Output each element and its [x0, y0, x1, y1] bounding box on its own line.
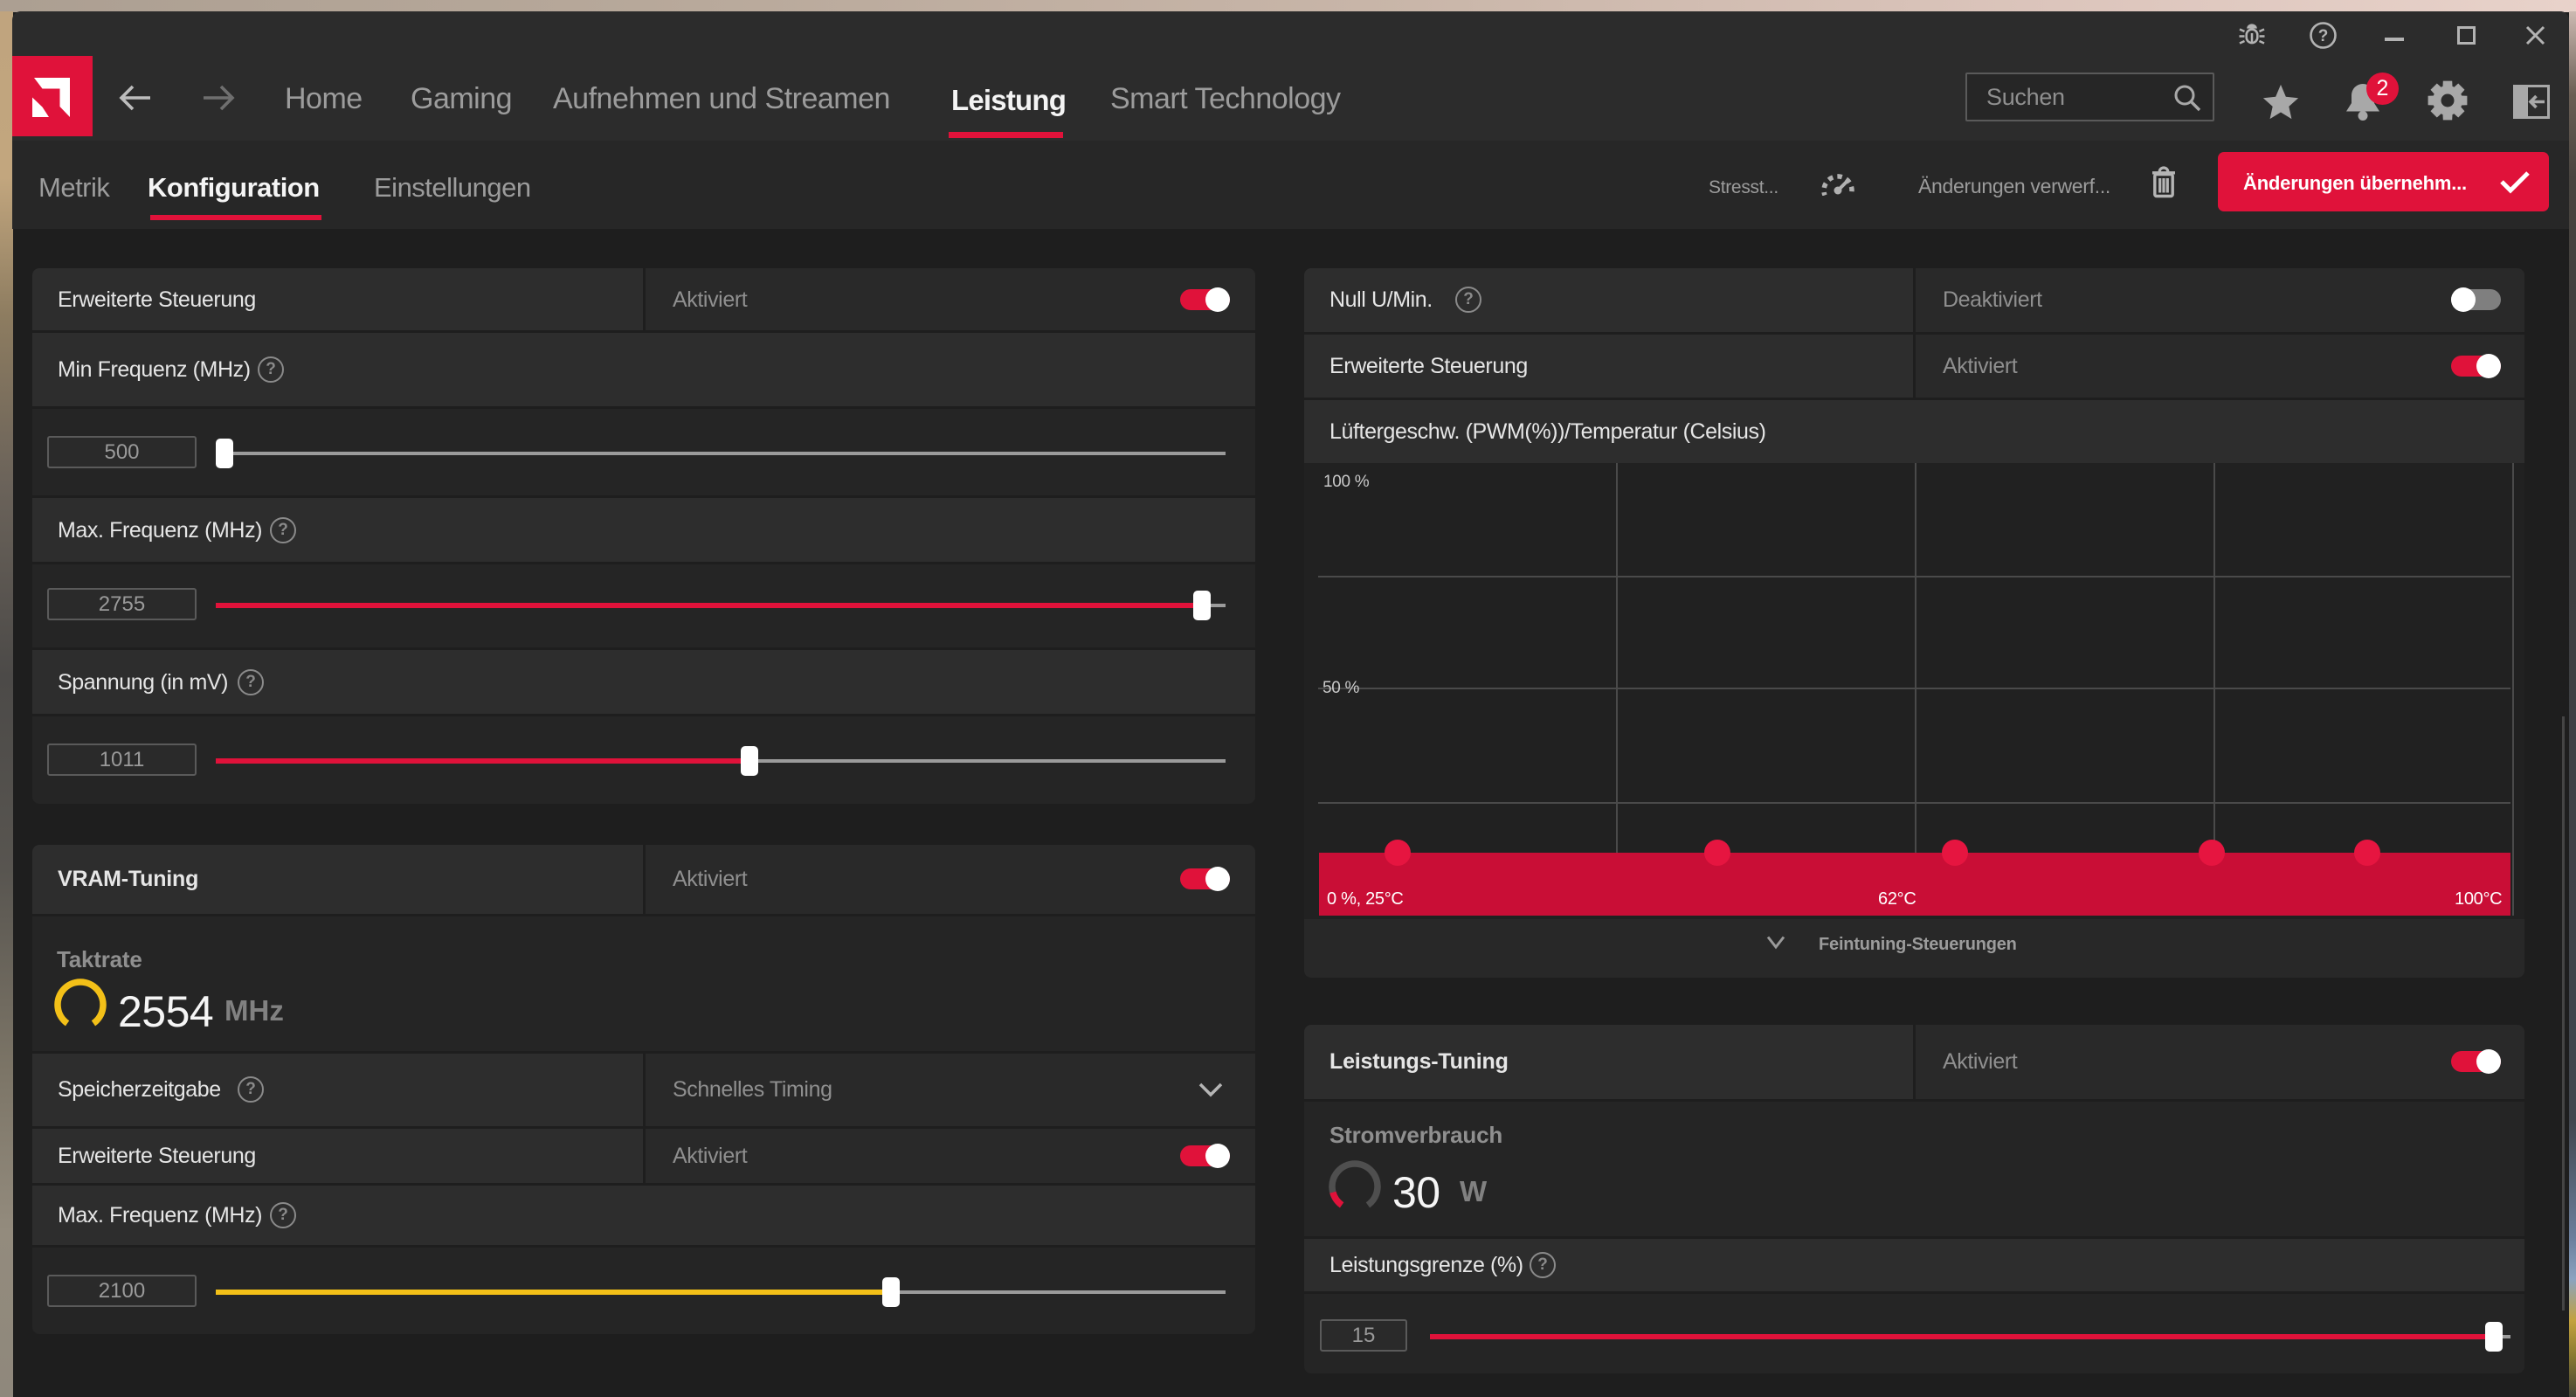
svg-text:?: ? [2318, 27, 2329, 45]
